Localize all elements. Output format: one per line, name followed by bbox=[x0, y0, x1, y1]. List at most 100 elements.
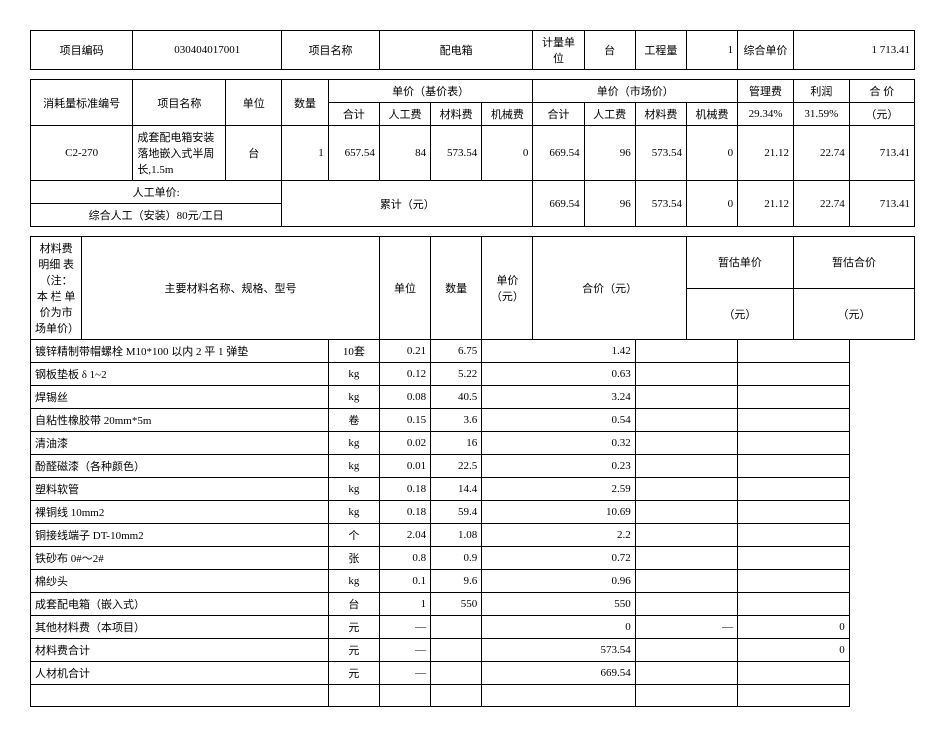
mat-total: 1.42 bbox=[482, 340, 636, 363]
mat-name: 棉纱头 bbox=[31, 570, 329, 593]
mat-qty: 0.8 bbox=[379, 547, 430, 570]
mat-unit: 台 bbox=[328, 593, 379, 616]
base-total: 合计 bbox=[328, 103, 379, 126]
mat-tmp-total bbox=[738, 409, 850, 432]
mat-unit: kg bbox=[328, 570, 379, 593]
mat-tmp-total bbox=[738, 363, 850, 386]
mat-price bbox=[431, 662, 482, 685]
mat-unit: kg bbox=[328, 363, 379, 386]
qty-label: 工程量 bbox=[635, 31, 686, 70]
material-row: 人材机合计元—669.54 bbox=[31, 662, 915, 685]
empty-row bbox=[31, 685, 915, 707]
row-bm: 573.54 bbox=[431, 126, 482, 181]
row-bmc: 0 bbox=[482, 126, 533, 181]
mat-tmp-price bbox=[635, 639, 737, 662]
mat-tmp-price bbox=[635, 340, 737, 363]
mat-tmp-price bbox=[635, 386, 737, 409]
mat-unit: 个 bbox=[328, 524, 379, 547]
mat-total: 0 bbox=[482, 616, 636, 639]
mat-total: 0.72 bbox=[482, 547, 636, 570]
mat-tmp-price bbox=[635, 662, 737, 685]
mat-name: 镀锌精制带帽螺栓 M10*100 以内 2 平 1 弹垫 bbox=[31, 340, 329, 363]
mat-tmp-price-yuan: （元） bbox=[686, 288, 793, 340]
row-profit: 22.74 bbox=[793, 126, 849, 181]
mat-unit-label: 单位 bbox=[379, 237, 430, 340]
mat-tmp-price bbox=[635, 570, 737, 593]
mat-tmp-total: 0 bbox=[738, 616, 850, 639]
mat-tmp-price bbox=[635, 501, 737, 524]
mat-tmp-price-label: 暂估单价 bbox=[686, 237, 793, 289]
material-row: 成套配电箱（嵌入式）台1550550 bbox=[31, 593, 915, 616]
mat-total-label: 合价（元） bbox=[533, 237, 687, 340]
consume-std-label: 消耗量标准编号 bbox=[31, 80, 133, 126]
mat-tmp-total bbox=[738, 593, 850, 616]
row-qty: 1 bbox=[282, 126, 329, 181]
lp-sum: 713.41 bbox=[849, 181, 914, 227]
mat-unit: 10套 bbox=[328, 340, 379, 363]
mat-price-label: 单价（元） bbox=[482, 237, 533, 340]
mat-tmp-price bbox=[635, 409, 737, 432]
comp-price-val: 1 713.41 bbox=[793, 31, 914, 70]
proj-name: 配电箱 bbox=[379, 31, 533, 70]
mat-total: 0.32 bbox=[482, 432, 636, 455]
material-row: 铁砂布 0#～2#张0.80.90.72 bbox=[31, 547, 915, 570]
mat-qty: 1 bbox=[379, 593, 430, 616]
mkt-material: 材料费 bbox=[635, 103, 686, 126]
lp-mt: 669.54 bbox=[533, 181, 584, 227]
sub-header-1: 消耗量标准编号 项目名称 单位 数量 单价（基价表） 单价（市场价） 管理费 利… bbox=[31, 80, 915, 103]
mat-name: 自粘性橡胶带 20mm*5m bbox=[31, 409, 329, 432]
row-code: C2-270 bbox=[31, 126, 133, 181]
mat-price bbox=[431, 639, 482, 662]
row-ml: 96 bbox=[584, 126, 635, 181]
base-material: 材料费 bbox=[431, 103, 482, 126]
data-row: C2-270 成套配电箱安装 落地嵌入式半周长,1.5m 台 1 657.54 … bbox=[31, 126, 915, 181]
mkt-total: 合计 bbox=[533, 103, 584, 126]
mat-name: 铁砂布 0#～2# bbox=[31, 547, 329, 570]
mat-unit: kg bbox=[328, 386, 379, 409]
mat-total: 0.23 bbox=[482, 455, 636, 478]
base-price-label: 单价（基价表） bbox=[328, 80, 533, 103]
subtotal-label: 累计（元） bbox=[282, 181, 533, 227]
mat-total: 0.63 bbox=[482, 363, 636, 386]
mat-total: 0.96 bbox=[482, 570, 636, 593]
mat-unit: kg bbox=[328, 478, 379, 501]
qty-val: 1 bbox=[686, 31, 737, 70]
mat-tmp-total bbox=[738, 478, 850, 501]
mat-qty: 0.01 bbox=[379, 455, 430, 478]
profit-label: 利润 bbox=[793, 80, 849, 103]
mat-tmp-total bbox=[738, 547, 850, 570]
material-row: 铜接线端子 DT-10mm2个2.041.082.2 bbox=[31, 524, 915, 547]
mat-tmp-price: — bbox=[635, 616, 737, 639]
mat-name: 材料费合计 bbox=[31, 639, 329, 662]
mat-price: 6.75 bbox=[431, 340, 482, 363]
mat-qty: 0.12 bbox=[379, 363, 430, 386]
mat-unit: kg bbox=[328, 455, 379, 478]
mat-side-label: 材料费明细 表（注：本 栏 单价为市 场单价） bbox=[31, 237, 82, 340]
base-labor: 人工费 bbox=[379, 103, 430, 126]
mat-price: 16 bbox=[431, 432, 482, 455]
mat-tmp-price bbox=[635, 524, 737, 547]
unit-val: 台 bbox=[584, 31, 635, 70]
row-mt: 669.54 bbox=[533, 126, 584, 181]
mat-name: 其他材料费（本项目） bbox=[31, 616, 329, 639]
mat-tmp-total bbox=[738, 432, 850, 455]
mat-total: 550 bbox=[482, 593, 636, 616]
sub-projname-label: 项目名称 bbox=[133, 80, 226, 126]
mkt-machine: 机械费 bbox=[686, 103, 737, 126]
total-unit: （元） bbox=[849, 103, 914, 126]
mat-tmp-price bbox=[635, 478, 737, 501]
labor-label: 人工单价: bbox=[31, 181, 282, 204]
mat-unit: 元 bbox=[328, 639, 379, 662]
proj-name-label: 项目名称 bbox=[282, 31, 380, 70]
mgmt-pct: 29.34% bbox=[738, 103, 794, 126]
mat-price: 59.4 bbox=[431, 501, 482, 524]
mkt-labor: 人工费 bbox=[584, 103, 635, 126]
mat-price: 3.6 bbox=[431, 409, 482, 432]
sub-unit-label: 单位 bbox=[226, 80, 282, 126]
mat-price bbox=[431, 616, 482, 639]
comp-price-label: 综合单价 bbox=[738, 31, 794, 70]
mat-qty: — bbox=[379, 616, 430, 639]
mat-tmp-total bbox=[738, 455, 850, 478]
main-table: 项目编码 030404017001 项目名称 配电箱 计量单位 台 工程量 1 … bbox=[30, 30, 915, 707]
mat-total: 10.69 bbox=[482, 501, 636, 524]
